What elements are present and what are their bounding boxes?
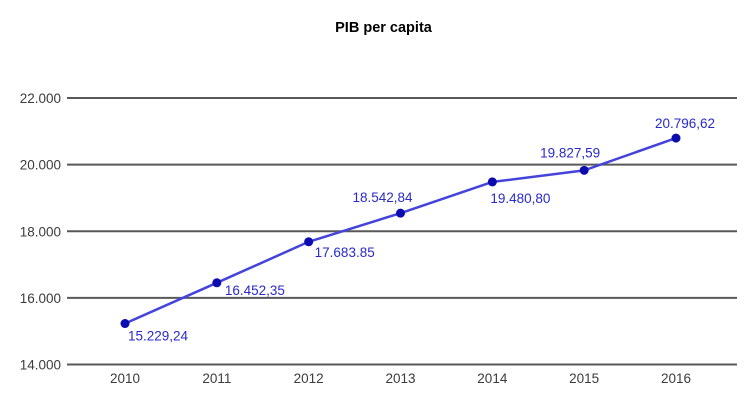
y-axis-tick-label: 20.000 xyxy=(20,158,61,173)
y-axis-tick-label: 22.000 xyxy=(20,91,61,106)
y-axis-tick-label: 16.000 xyxy=(20,291,61,306)
data-point xyxy=(212,278,222,288)
chart-title: PIB per capita xyxy=(335,20,432,36)
data-point-label: 17.683.85 xyxy=(315,245,375,260)
data-point xyxy=(671,133,681,143)
x-axis-tick-label: 2011 xyxy=(202,371,231,386)
y-axis-tick-label: 18.000 xyxy=(20,224,61,239)
data-point xyxy=(120,319,130,329)
data-point-label: 16.452,35 xyxy=(225,283,285,298)
data-point xyxy=(304,237,314,247)
data-point-label: 20.796,62 xyxy=(655,116,715,131)
data-point xyxy=(396,208,405,218)
x-axis-tick-label: 2014 xyxy=(477,371,508,386)
x-axis-tick-label: 2012 xyxy=(294,371,324,386)
data-point-label: 18.542,84 xyxy=(352,190,413,205)
data-point-label: 15.229,24 xyxy=(128,329,189,344)
x-axis-tick-label: 2010 xyxy=(110,371,140,386)
data-point xyxy=(579,165,589,175)
data-point-label: 19.827,59 xyxy=(540,145,600,160)
x-axis-tick-label: 2016 xyxy=(661,371,691,386)
data-point-label: 19.480,80 xyxy=(490,191,550,206)
y-axis-tick-label: 14.000 xyxy=(20,358,61,373)
x-axis-tick-label: 2013 xyxy=(385,371,415,386)
x-axis-tick-label: 2015 xyxy=(569,371,599,386)
data-point xyxy=(487,177,497,187)
